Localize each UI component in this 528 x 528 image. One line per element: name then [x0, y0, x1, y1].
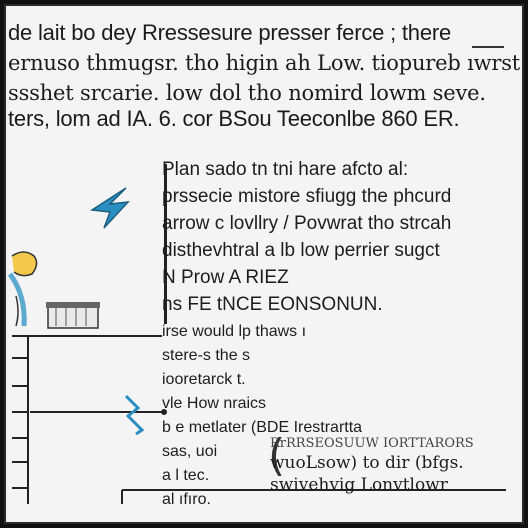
- note-line: arrow c lovllry / Povwrat tho strcah: [162, 213, 452, 234]
- list-item: al ıfıro.: [162, 491, 211, 508]
- note-line: Plan sado tn tni hare afcto al:: [162, 159, 409, 180]
- note-line: ns FE tNCE EONSONUN.: [162, 294, 383, 315]
- note-line: disthevhtral a lb low perrier sugct: [162, 240, 440, 261]
- note-line: prssecie mistore sfiugg the phcurd: [162, 186, 452, 207]
- list-item: stere-s the s: [162, 347, 251, 364]
- note-line: N Prow A RIEZ: [162, 267, 289, 288]
- header-line-3: ssshet srcarie. low dol tho nomird lowm …: [8, 81, 486, 105]
- callout-block: RrRRSEOSUUW IORTTARORS wuoLsow) to dir (…: [270, 436, 474, 496]
- callout-line-2: wuoLsow) to dir (bfgs.: [270, 453, 464, 473]
- list-item: sas, uoi: [162, 443, 218, 460]
- callout-paren: (: [268, 430, 286, 481]
- list-item: a l tec.: [162, 467, 210, 484]
- header-line-4: ters, lom ad IA. 6. cor BSou Teeconlbe 8…: [8, 106, 460, 131]
- list-item: vle How nraics: [162, 395, 267, 412]
- callout-line-1: RrRRSEOSUUW IORTTARORS: [270, 436, 474, 451]
- list-item: iooretarck t.: [162, 371, 246, 388]
- header-line-2: ernuso thmugsr. tho higin ah Low. tiopur…: [8, 51, 521, 75]
- list-block: irse would lp thaws ı stere-s the s ioor…: [162, 320, 362, 512]
- header-divider: [472, 46, 504, 48]
- header-line-1: de lait bo dey Rressesure presser ferce …: [8, 20, 452, 45]
- sketch-drawing: [7, 187, 506, 504]
- callout-line-3: swivehvig Lonvtlowr: [270, 475, 448, 495]
- list-item: irse would lp thaws ı: [162, 323, 307, 340]
- note-margin-bar: [164, 164, 167, 324]
- figure-icon: [7, 251, 38, 327]
- list-item: b e metlater (BDE Irestrartta: [162, 419, 363, 436]
- illustration-frame: de lait bo dey Rressesure presser ferce …: [4, 4, 524, 524]
- building-lines: [12, 335, 506, 504]
- note-block: Plan sado tn tni hare afcto al: prssecie…: [162, 156, 522, 318]
- lightning-arrow-icon: [89, 187, 130, 229]
- zigzag-signal-icon: [124, 394, 167, 436]
- basket-icon: [46, 302, 100, 329]
